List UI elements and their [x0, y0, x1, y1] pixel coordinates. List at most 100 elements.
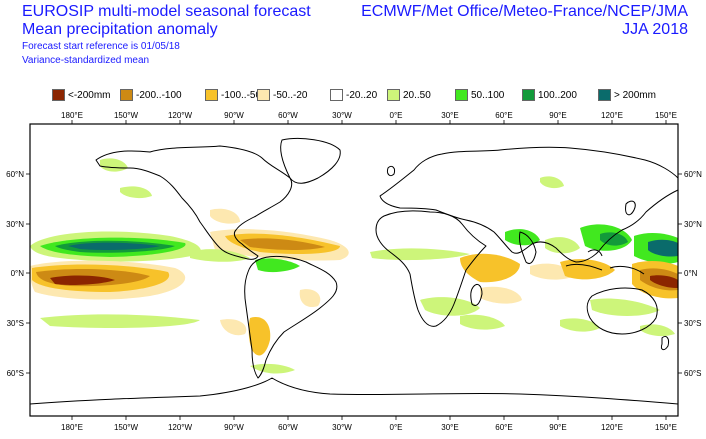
dry-anomaly — [210, 208, 240, 224]
legend-label: <-200mm — [68, 89, 111, 101]
wet-anomaly — [420, 297, 480, 316]
lon-label: 120°W — [168, 111, 193, 120]
wet-anomaly — [255, 258, 300, 273]
lon-labels-top: 180°E 150°W 120°W 90°W 60°W 30°W 0°E 30°… — [61, 111, 677, 120]
variance-note: Variance-standardized mean — [22, 55, 150, 66]
lon-label: 60°E — [495, 423, 512, 432]
lon-label: 120°E — [601, 111, 623, 120]
centres-label: ECMWF/Met Office/Meteo-France/NCEP/JMA — [361, 3, 688, 20]
lon-label: 120°E — [601, 423, 623, 432]
coastline-greenland — [280, 137, 341, 184]
season-label: JJA 2018 — [622, 21, 688, 38]
wet-anomaly — [545, 237, 580, 254]
legend-item: 20..50 — [387, 88, 431, 102]
dry-anomaly — [480, 286, 522, 304]
coastline-india — [519, 231, 537, 265]
lon-label: 0°E — [390, 423, 403, 432]
legend-item: -50..-20 — [257, 88, 307, 102]
coastline-indonesia — [565, 249, 645, 275]
lon-label: 150°W — [114, 111, 139, 120]
wet-anomaly — [590, 298, 660, 316]
map-frame — [29, 123, 679, 417]
coastline-south-america — [244, 255, 338, 379]
dry-anomaly — [50, 275, 115, 285]
wet-anomaly — [540, 176, 564, 189]
coastlines — [29, 137, 679, 405]
lon-label: 180°E — [61, 111, 83, 120]
forecast-start-reference: Forecast start reference is 01/05/18 — [22, 41, 180, 52]
legend-item: -200..-100 — [120, 88, 182, 102]
coastline-japan — [625, 200, 636, 216]
lon-label: 60°W — [278, 423, 298, 432]
legend-swatch — [205, 89, 218, 101]
lon-labels-bottom: 180°E 150°W 120°W 90°W 60°W 30°W 0°E 30°… — [61, 423, 677, 432]
legend-label: > 200mm — [614, 89, 656, 101]
lon-label: 180°E — [61, 423, 83, 432]
lon-label: 90°W — [224, 111, 244, 120]
wet-anomaly — [370, 248, 470, 261]
dry-anomaly — [299, 289, 321, 308]
legend-label: 20..50 — [403, 89, 431, 101]
dry-anomaly — [650, 275, 678, 288]
wet-anomaly — [640, 324, 675, 337]
coastline-eurasia — [379, 146, 679, 263]
lat-label: 60°S — [684, 369, 701, 378]
lat-labels-right: 60°N 30°N 0°N 30°S 60°S — [684, 170, 702, 378]
wet-anomaly — [100, 158, 128, 172]
coastline-british-isles — [387, 165, 395, 177]
wet-anomaly — [560, 318, 600, 332]
wet-anomaly — [68, 242, 160, 250]
legend-swatch — [52, 89, 65, 101]
coastline-antarctica — [29, 377, 679, 405]
dry-anomaly — [240, 238, 325, 251]
legend-label: -200..-100 — [136, 89, 182, 101]
lat-label: 0°N — [11, 269, 25, 278]
coastline-madagascar — [470, 283, 483, 307]
dry-anomaly — [220, 319, 247, 336]
legend-swatch — [330, 89, 343, 101]
lon-label: 30°W — [332, 423, 352, 432]
legend-item: 50..100 — [455, 88, 504, 102]
legend-swatch — [120, 89, 133, 101]
legend-item: -100..-50 — [205, 88, 261, 102]
wet-anomaly — [190, 249, 250, 262]
lon-label: 90°E — [549, 423, 566, 432]
wet-anomaly — [460, 314, 505, 330]
legend-label: 50..100 — [471, 89, 505, 101]
legend-swatch — [257, 89, 270, 101]
lon-label: 60°W — [278, 111, 298, 120]
legend-item: -20..20 — [330, 88, 377, 102]
chart-subtitle: Mean precipitation anomaly — [22, 21, 218, 38]
lon-label: 150°E — [655, 423, 677, 432]
wet-anomaly — [250, 363, 295, 374]
legend-swatch — [522, 89, 535, 101]
legend-swatch — [455, 89, 468, 101]
lon-label: 30°E — [441, 111, 458, 120]
coastline-africa — [375, 210, 487, 327]
lon-label: 150°E — [655, 111, 677, 120]
legend-swatch — [387, 89, 400, 101]
lon-label: 90°E — [549, 111, 566, 120]
lon-label: 120°W — [168, 423, 193, 432]
lat-labels-left: 60°N 30°N 0°N 30°S 60°S — [6, 170, 24, 378]
lon-label: 0°E — [390, 111, 403, 120]
legend-item: > 200mm — [598, 88, 656, 102]
legend-item: <-200mm — [52, 88, 111, 102]
wet-anomaly — [40, 314, 200, 328]
dry-anomaly — [460, 253, 520, 283]
lon-label: 30°W — [332, 111, 352, 120]
lat-label: 0°N — [684, 269, 698, 278]
lat-label: 30°S — [7, 319, 24, 328]
lon-label: 60°E — [495, 111, 512, 120]
lat-label: 30°N — [684, 220, 702, 229]
anomaly-shading — [30, 158, 678, 374]
lat-label: 30°N — [6, 220, 24, 229]
lon-label: 150°W — [114, 423, 139, 432]
wet-anomaly — [648, 239, 678, 257]
wet-anomaly — [120, 186, 152, 199]
axis-ticks — [26, 120, 682, 420]
lat-label: 60°N — [684, 170, 702, 179]
coastline-australia — [586, 287, 658, 335]
lat-label: 60°N — [6, 170, 24, 179]
